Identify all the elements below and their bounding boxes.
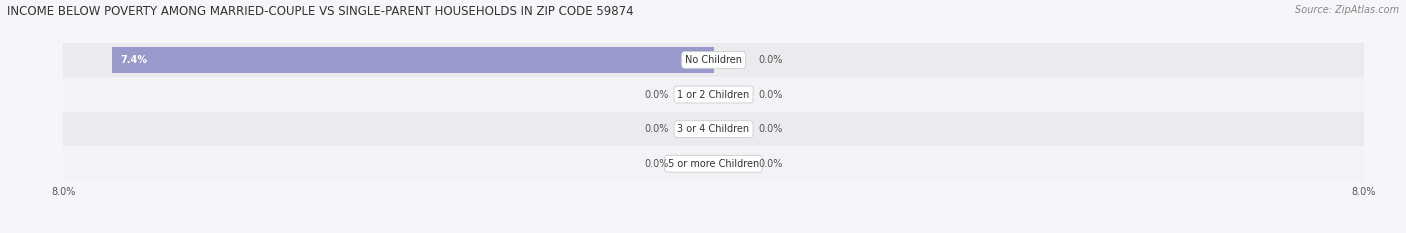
Text: 0.0%: 0.0% bbox=[758, 89, 783, 99]
Bar bbox=[63, 43, 1364, 77]
Text: 0.0%: 0.0% bbox=[758, 55, 783, 65]
Text: 0.0%: 0.0% bbox=[644, 124, 669, 134]
Text: 1 or 2 Children: 1 or 2 Children bbox=[678, 89, 749, 99]
Bar bbox=[63, 147, 1364, 181]
Text: 7.4%: 7.4% bbox=[120, 55, 148, 65]
Text: 3 or 4 Children: 3 or 4 Children bbox=[678, 124, 749, 134]
Bar bbox=[112, 47, 713, 73]
Text: Source: ZipAtlas.com: Source: ZipAtlas.com bbox=[1295, 5, 1399, 15]
Text: 0.0%: 0.0% bbox=[644, 89, 669, 99]
Text: 0.0%: 0.0% bbox=[644, 159, 669, 169]
Bar bbox=[63, 112, 1364, 147]
Text: 5 or more Children: 5 or more Children bbox=[668, 159, 759, 169]
Text: No Children: No Children bbox=[685, 55, 742, 65]
Text: INCOME BELOW POVERTY AMONG MARRIED-COUPLE VS SINGLE-PARENT HOUSEHOLDS IN ZIP COD: INCOME BELOW POVERTY AMONG MARRIED-COUPL… bbox=[7, 5, 634, 18]
Bar bbox=[63, 77, 1364, 112]
Text: 0.0%: 0.0% bbox=[758, 124, 783, 134]
Text: 0.0%: 0.0% bbox=[758, 159, 783, 169]
